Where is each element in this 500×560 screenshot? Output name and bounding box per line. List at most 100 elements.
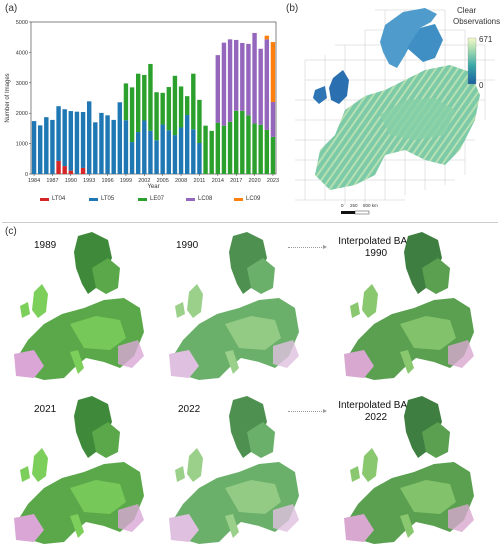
panel-label-b: (b) — [286, 3, 299, 14]
bar-LT05-1994 — [93, 122, 98, 174]
bar-LT05-1991 — [74, 111, 80, 174]
bar-LE07-2002 — [142, 74, 147, 121]
bar-LE07-2001 — [135, 73, 141, 133]
bar-LT05-2011 — [197, 142, 202, 174]
x-tick-label: 2017 — [230, 178, 242, 184]
chart-ticks: 0 1000 2000 3000 4000 5000 1984 1987 1990 1993 199… — [16, 20, 279, 184]
x-tick-label: 1996 — [101, 178, 113, 184]
row2-interp-label: Interpolated BAP 2022 — [326, 400, 426, 424]
bap-map-r1-c1 — [14, 232, 144, 380]
bap-map-r1-c2 — [169, 232, 299, 380]
bar-LT05-2004 — [154, 140, 159, 174]
bar-LC08-2016 — [227, 39, 233, 122]
bar-LE07-2000 — [129, 87, 135, 143]
bar-LT05-1998 — [117, 102, 123, 174]
legend-label: LT05 — [101, 196, 115, 202]
panel-label-a: (a) — [5, 3, 18, 14]
legend-item-LE07: LE07 — [138, 196, 164, 202]
scale-bar-black — [341, 211, 355, 214]
bar-LT05-1999 — [123, 120, 129, 174]
bar-LE07-2018 — [240, 110, 245, 174]
x-tick-label: 1984 — [28, 178, 40, 184]
row2-arrow — [288, 409, 327, 413]
x-tick-label: 2023 — [267, 178, 279, 184]
legend-swatch — [138, 197, 147, 201]
scale-label-0: 0 — [341, 203, 344, 208]
bar-LE07-2010 — [191, 73, 196, 130]
ireland-shape — [313, 86, 327, 104]
bar-LT05-1986 — [44, 117, 49, 174]
scale-label-500: 500 km — [363, 203, 378, 208]
legend-item-LT04: LT04 — [40, 196, 65, 202]
bar-LC09-2023 — [270, 42, 276, 102]
plot-frame — [30, 21, 277, 175]
bar-LT05-1993 — [86, 101, 92, 174]
clear-observations-map: Clear Observations 671 0 0 250 500 km — [295, 6, 500, 215]
y-tick-label: 1000 — [16, 142, 28, 148]
x-tick-label: 2005 — [157, 178, 169, 184]
bar-LT05-1989 — [62, 109, 67, 167]
bar-LE07-2012 — [203, 125, 208, 174]
row2-interp-line1: Interpolated BAP — [338, 400, 414, 411]
bar-LE07-2020 — [252, 123, 257, 174]
bar-LT05-1987 — [50, 119, 55, 174]
bar-LC08-2015 — [221, 42, 227, 126]
legend-title-line1: Clear — [457, 6, 476, 15]
y-tick-label: 2000 — [16, 111, 28, 117]
bar-LT05-2010 — [191, 129, 196, 174]
legend-label: LT04 — [52, 196, 66, 202]
bar-LT05-2007 — [172, 135, 178, 174]
y-tick-label: 3000 — [16, 81, 28, 87]
bar-LE07-2017 — [233, 110, 239, 174]
chart-bars — [31, 32, 276, 174]
bar-LC08-2014 — [215, 55, 221, 123]
colorbar — [467, 37, 477, 85]
image-count-stacked-bar-chart: 0 1000 2000 3000 4000 5000 1984 1987 1990 1993 199… — [5, 20, 279, 190]
bar-LE07-2021 — [258, 124, 263, 174]
legend-label: LC08 — [198, 196, 213, 202]
x-tick-label: 2002 — [138, 178, 150, 184]
bar-LE07-2013 — [209, 130, 214, 174]
bar-LC08-2023 — [270, 101, 276, 137]
bar-LT04-1988 — [56, 160, 61, 174]
legend-label: LE07 — [150, 196, 165, 202]
colorbar-max-label: 671 — [479, 35, 493, 44]
bar-LT05-2008 — [178, 127, 184, 174]
legend-item-LC08: LC08 — [186, 196, 212, 202]
row1-arrow — [288, 245, 327, 249]
bap-map-r2-c2 — [169, 396, 299, 544]
x-tick-label: 1993 — [83, 178, 95, 184]
bar-LT05-2001 — [135, 132, 141, 174]
row1-interp-label: Interpolated BAP 1990 — [326, 236, 426, 260]
bar-LC08-2017 — [233, 39, 239, 111]
bar-LE07-2006 — [166, 87, 172, 131]
bar-LC08-2018 — [240, 42, 245, 111]
bar-LE07-2004 — [154, 92, 159, 141]
x-tick-label: 1999 — [120, 178, 132, 184]
britain-shape — [329, 70, 349, 104]
bar-LE07-2003 — [148, 63, 153, 131]
bar-LT04-1989 — [62, 166, 67, 174]
row1-year1-label: 1989 — [34, 240, 57, 251]
bar-LE07-2019 — [246, 115, 251, 174]
legend-swatch — [186, 197, 195, 201]
x-tick-label: 2014 — [212, 178, 224, 184]
bar-LC08-2021 — [258, 48, 263, 125]
row1-interp-line1: Interpolated BAP — [338, 236, 414, 247]
bar-LE07-2009 — [184, 96, 190, 116]
bap-map-r1-c3 — [344, 232, 474, 380]
legend-item-LT05: LT05 — [89, 196, 114, 202]
legend-swatch — [40, 197, 49, 201]
section-divider — [2, 222, 498, 223]
row2-year2-label: 2022 — [178, 404, 201, 415]
y-axis-label: Number of Images — [5, 73, 11, 122]
legend-item-LC09: LC09 — [234, 196, 260, 202]
legend-title-line2: Observations — [453, 17, 500, 26]
bar-LE07-2015 — [221, 125, 227, 174]
x-tick-label: 1990 — [65, 178, 77, 184]
bar-LE07-2023 — [270, 136, 276, 174]
bap-map-r2-c3 — [344, 396, 474, 544]
bar-LT05-1990 — [68, 111, 74, 171]
bar-LT04-1992 — [80, 167, 86, 174]
row1-year2-label: 1990 — [176, 240, 199, 251]
